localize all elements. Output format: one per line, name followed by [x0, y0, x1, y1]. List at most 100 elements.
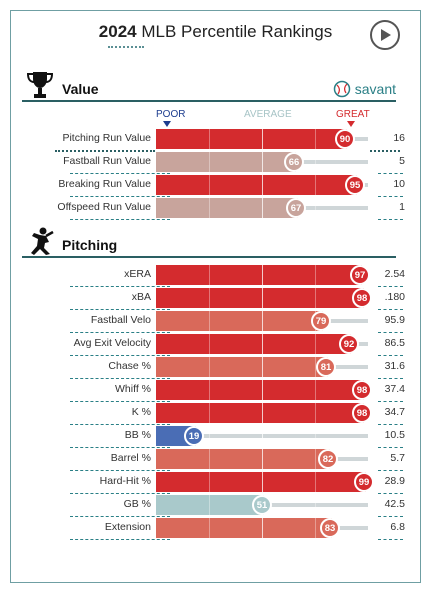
row-separator: [70, 424, 170, 425]
gridline: [209, 152, 210, 172]
percentile-bar: [156, 403, 364, 423]
row-separator: [378, 447, 403, 448]
stat-row[interactable]: Offspeed Run Value 67 1: [0, 198, 431, 218]
percentile-badge: 98: [352, 288, 372, 308]
percentile-badge: 98: [352, 403, 372, 423]
percentile-bar: [156, 265, 362, 285]
gridline: [209, 334, 210, 354]
stat-row[interactable]: xBA 98 .180: [0, 288, 431, 308]
gridline: [315, 518, 316, 538]
gridline: [209, 426, 210, 446]
title-year: 2024: [98, 22, 137, 41]
gridline: [209, 403, 210, 423]
stat-value: 37.4: [384, 383, 405, 395]
gridline: [315, 198, 316, 218]
gridline: [209, 198, 210, 218]
percentile-bar: [156, 357, 328, 377]
row-separator: [378, 470, 403, 471]
value-section-header: Value savant: [22, 72, 396, 102]
row-separator: [70, 516, 170, 517]
gridline: [315, 495, 316, 515]
row-separator: [378, 173, 403, 174]
stat-row[interactable]: Breaking Run Value 95 10: [0, 175, 431, 195]
percentile-bar: [156, 380, 364, 400]
percentile-bar: [156, 472, 366, 492]
gridline: [209, 495, 210, 515]
gridline: [315, 449, 316, 469]
row-separator: [70, 355, 170, 356]
row-separator: [70, 447, 170, 448]
stat-value: 34.7: [384, 406, 405, 418]
title-underline: [108, 46, 144, 48]
percentile-bar: [156, 495, 264, 515]
row-separator: [70, 378, 170, 379]
play-icon: [381, 29, 391, 41]
stat-value: 16: [393, 132, 405, 144]
stat-row[interactable]: Extension 83 6.8: [0, 518, 431, 538]
gridline: [315, 472, 316, 492]
row-separator: [370, 150, 400, 152]
trophy-icon: [26, 70, 54, 105]
stat-row[interactable]: Chase % 81 31.6: [0, 357, 431, 377]
stat-value: 86.5: [384, 337, 405, 349]
stat-value: 42.5: [384, 498, 405, 510]
stat-row[interactable]: Hard-Hit % 99 28.9: [0, 472, 431, 492]
stat-value: 1: [399, 201, 405, 213]
percentile-badge: 95: [345, 175, 365, 195]
percentile-badge: 79: [311, 311, 331, 331]
percentile-badge: 98: [352, 380, 372, 400]
gridline: [209, 311, 210, 331]
stat-value: 5: [399, 155, 405, 167]
row-separator: [378, 493, 403, 494]
savant-brand-text: savant: [354, 81, 396, 97]
stat-label: Offspeed Run Value: [57, 201, 151, 213]
gridline: [315, 334, 316, 354]
gridline: [262, 334, 263, 354]
stat-label: Pitching Run Value: [62, 132, 151, 144]
percentile-bar: [156, 449, 330, 469]
gridline: [262, 288, 263, 308]
percentile-badge: 90: [335, 129, 355, 149]
stat-row[interactable]: Whiff % 98 37.4: [0, 380, 431, 400]
row-separator: [378, 219, 403, 220]
gridline: [262, 129, 263, 149]
percentile-bar: [156, 288, 364, 308]
value-section-title: Value: [62, 81, 99, 97]
percentile-badge: 97: [350, 265, 370, 285]
gridline: [262, 198, 263, 218]
percentile-bar: [156, 198, 298, 218]
savant-logo[interactable]: savant: [333, 80, 396, 98]
stat-label: xERA: [124, 268, 151, 280]
page-title: 2024 MLB Percentile Rankings: [0, 22, 431, 42]
gridline: [262, 380, 263, 400]
stat-value: 31.6: [384, 360, 405, 372]
stat-value: 6.8: [390, 521, 405, 533]
stat-value: 5.7: [390, 452, 405, 464]
stat-row[interactable]: BB % 19 10.5: [0, 426, 431, 446]
percentile-bar: [156, 152, 296, 172]
gridline: [209, 175, 210, 195]
stat-label: Hard-Hit %: [99, 475, 151, 487]
gridline: [262, 449, 263, 469]
stat-row[interactable]: Fastball Run Value 66 5: [0, 152, 431, 172]
row-separator: [378, 516, 403, 517]
stat-row[interactable]: Barrel % 82 5.7: [0, 449, 431, 469]
stat-value: 10: [393, 178, 405, 190]
stat-row[interactable]: xERA 97 2.54: [0, 265, 431, 285]
stat-label: Whiff %: [115, 383, 151, 395]
stat-row[interactable]: Pitching Run Value 90 16: [0, 129, 431, 149]
row-separator: [70, 470, 170, 471]
row-separator: [378, 539, 403, 540]
play-button[interactable]: [370, 20, 400, 50]
gridline: [209, 449, 210, 469]
stat-row[interactable]: K % 98 34.7: [0, 403, 431, 423]
row-separator: [70, 196, 170, 197]
stat-label: Barrel %: [110, 452, 151, 464]
row-separator: [378, 309, 403, 310]
stat-row[interactable]: Avg Exit Velocity 92 86.5: [0, 334, 431, 354]
percentile-bar: [156, 129, 347, 149]
gridline: [315, 265, 316, 285]
stat-label: K %: [131, 406, 151, 418]
stat-row[interactable]: Fastball Velo 79 95.9: [0, 311, 431, 331]
stat-row[interactable]: GB % 51 42.5: [0, 495, 431, 515]
